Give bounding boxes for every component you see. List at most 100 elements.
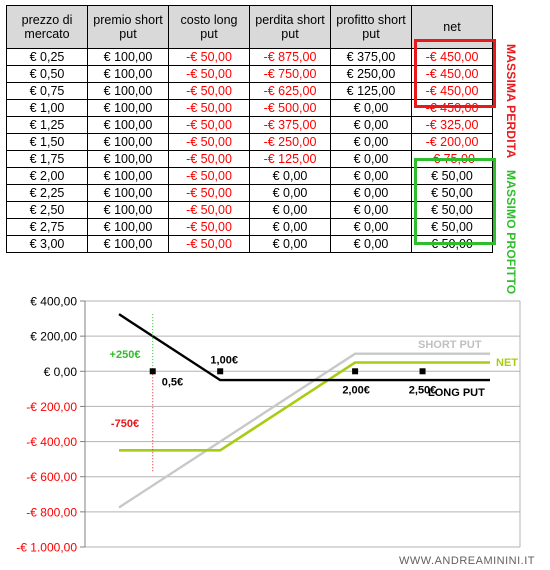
table-row: € 1,25 € 100,00 -€ 50,00 -€ 375,00 € 0,00 -€ … — [6, 116, 493, 134]
price-marker — [149, 368, 156, 375]
table-cell: -€ 50,00 — [168, 99, 250, 117]
table-cell: € 100,00 — [87, 235, 169, 253]
table-cell: € 100,00 — [87, 218, 169, 236]
table-cell: € 250,00 — [330, 65, 412, 83]
table-cell: € 0,00 — [330, 99, 412, 117]
table-cell: -€ 500,00 — [249, 99, 331, 117]
watermark: WWW.ANDREAMININI.IT — [399, 555, 535, 567]
y-tick-label: -€ 600,00 — [26, 470, 77, 484]
payoff-table: prezzo di mercato premio short put costo lon… — [6, 5, 493, 253]
table-cell: -€ 875,00 — [249, 48, 331, 66]
column-header: premio short put — [87, 5, 169, 49]
table-cell: € 0,00 — [249, 184, 331, 202]
max-profit-label: MASSIMO PROFITTO — [504, 170, 518, 295]
table-row: € 1,75 € 100,00 -€ 50,00 -€ 125,00 € 0,00 -€ … — [6, 150, 493, 168]
table-cell: € 50,00 — [411, 201, 493, 219]
column-header: costo long put — [168, 5, 250, 49]
table-row: € 0,25 € 100,00 -€ 50,00 -€ 875,00 € 375,00-… — [6, 48, 493, 66]
price-marker — [217, 368, 224, 375]
price-marker — [419, 368, 426, 375]
y-tick-label: € 0,00 — [44, 365, 78, 379]
loss-annotation: -750€ — [111, 418, 139, 430]
column-header: profitto short put — [330, 5, 412, 49]
table-cell: € 125,00 — [330, 82, 412, 100]
table-header-row: prezzo di mercato premio short put costo lon… — [6, 5, 493, 49]
table-cell: -€ 50,00 — [168, 167, 250, 185]
table-cell: € 0,00 — [330, 218, 412, 236]
table-cell: -€ 50,00 — [168, 218, 250, 236]
table-cell: € 100,00 — [87, 201, 169, 219]
table-cell: € 2,25 — [6, 184, 88, 202]
table-cell: -€ 50,00 — [168, 82, 250, 100]
net-line — [119, 361, 490, 452]
table-row: € 2,50 € 100,00 -€ 50,00 € 0,00 € 0,00 € 50,0… — [6, 201, 493, 219]
table-cell: € 0,00 — [330, 116, 412, 134]
column-header: prezzo di mercato — [6, 5, 88, 49]
table-cell: -€ 200,00 — [411, 133, 493, 151]
table-cell: € 100,00 — [87, 133, 169, 151]
table-cell: € 0,00 — [330, 235, 412, 253]
table-cell: € 1,00 — [6, 99, 88, 117]
table-cell: € 0,00 — [249, 218, 331, 236]
y-tick-label: -€ 400,00 — [26, 435, 77, 449]
table-cell: -€ 375,00 — [249, 116, 331, 134]
table-row: € 2,00 € 100,00 -€ 50,00 € 0,00 € 0,00 € 50,0… — [6, 167, 493, 185]
table-cell: € 0,00 — [330, 201, 412, 219]
short-put-line — [118, 352, 490, 509]
table-cell: -€ 50,00 — [168, 48, 250, 66]
table-cell: € 100,00 — [87, 167, 169, 185]
max-loss-highlight-box — [414, 39, 496, 108]
table-cell: -€ 50,00 — [168, 150, 250, 168]
long-put-legend: LONG PUT — [428, 387, 485, 399]
table-cell: -€ 250,00 — [249, 133, 331, 151]
chart-gridlines — [85, 300, 521, 548]
table-cell: € 0,25 — [6, 48, 88, 66]
table-cell: € 100,00 — [87, 82, 169, 100]
max-profit-highlight-box — [414, 158, 496, 245]
price-marker — [352, 368, 359, 375]
table-cell: -€ 625,00 — [249, 82, 331, 100]
table-cell: € 0,50 — [6, 65, 88, 83]
table-cell: -€ 125,00 — [249, 150, 331, 168]
table-cell: € 100,00 — [87, 184, 169, 202]
table-cell: -€ 50,00 — [168, 184, 250, 202]
chart-labels: 0,5€ 1,00€ 2,00€ 2,50€ +250€ -750€ SHORT PUT NE… — [110, 339, 535, 567]
table-cell: € 1,75 — [6, 150, 88, 168]
table-cell: -€ 50,00 — [168, 65, 250, 83]
table-cell: -€ 50,00 — [168, 201, 250, 219]
table-cell: € 2,75 — [6, 218, 88, 236]
max-loss-label: MASSIMA PERDITA — [504, 44, 518, 159]
table-cell: € 2,50 — [6, 201, 88, 219]
chart-markers — [149, 368, 426, 375]
y-tick-label: € 400,00 — [30, 295, 77, 309]
table-cell: € 100,00 — [87, 48, 169, 66]
table-cell: -€ 50,00 — [168, 116, 250, 134]
table-cell: -€ 325,00 — [411, 116, 493, 134]
y-tick-label: -€ 200,00 — [26, 400, 77, 414]
table-cell: € 1,50 — [6, 133, 88, 151]
short-put-legend: SHORT PUT — [418, 339, 482, 351]
table-cell: € 0,00 — [249, 235, 331, 253]
table-row: € 1,50 € 100,00 -€ 50,00 -€ 250,00 € 0,00 -€ … — [6, 133, 493, 151]
price-label: 0,5€ — [162, 376, 183, 388]
payoff-chart: € 400,00 € 200,00 € 0,00 -€ 200,00 -€ 400,00… — [16, 295, 535, 568]
y-tick-label: -€ 800,00 — [26, 505, 77, 519]
table-cell: € 100,00 — [87, 150, 169, 168]
table-cell: -€ 50,00 — [168, 133, 250, 151]
table-cell: € 0,00 — [249, 201, 331, 219]
table-body: € 0,25 € 100,00 -€ 50,00 -€ 875,00 € 375,00-… — [6, 48, 493, 253]
table-cell: € 0,00 — [330, 184, 412, 202]
table-cell: € 3,00 — [6, 235, 88, 253]
column-header: perdita short put — [249, 5, 331, 49]
table-cell: -€ 50,00 — [168, 235, 250, 253]
table-cell: € 0,00 — [249, 167, 331, 185]
price-label: 1,00€ — [210, 354, 238, 366]
table-cell: € 100,00 — [87, 99, 169, 117]
table-cell: € 100,00 — [87, 116, 169, 134]
table-cell: € 0,00 — [330, 133, 412, 151]
chart-series — [118, 313, 490, 509]
table-cell: € 100,00 — [87, 65, 169, 83]
table-cell: € 375,00 — [330, 48, 412, 66]
table-row: € 0,50 € 100,00 -€ 50,00 -€ 750,00 € 250,00-… — [6, 65, 493, 83]
price-label: 2,50€ — [409, 384, 437, 396]
